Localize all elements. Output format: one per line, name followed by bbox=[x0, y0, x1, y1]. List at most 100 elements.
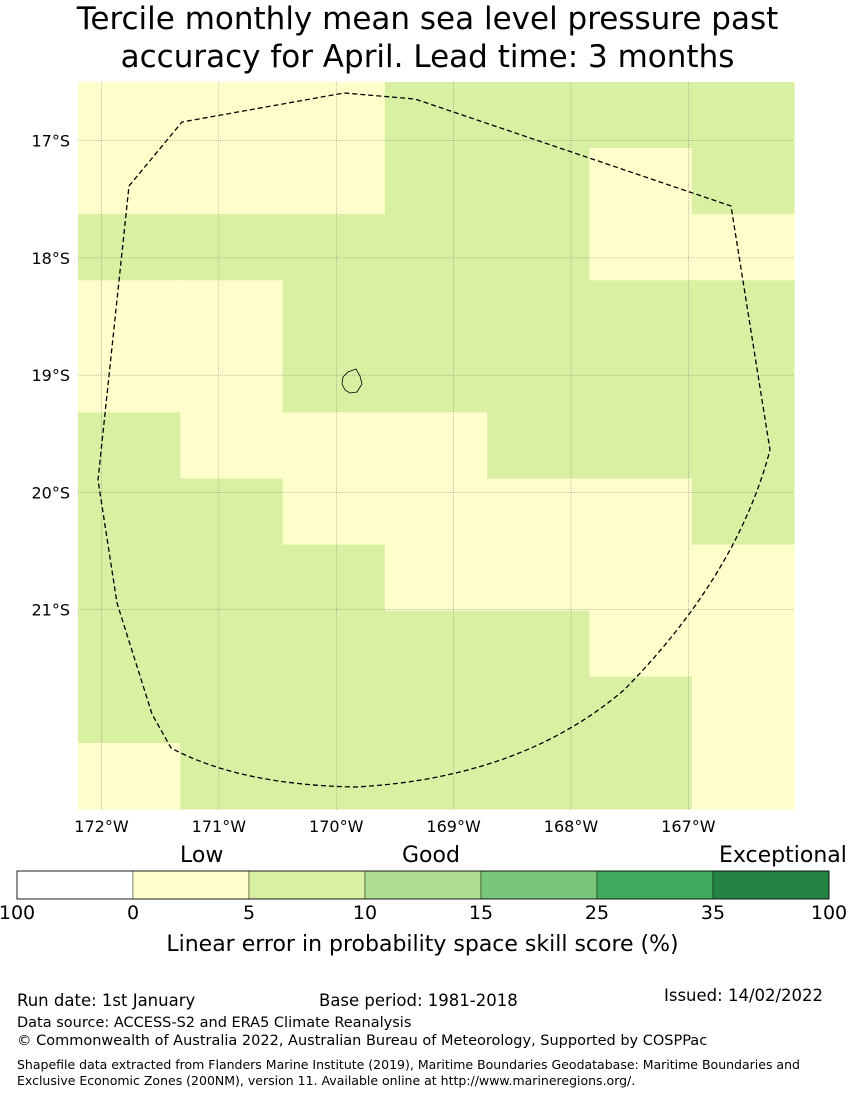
longitude-label: 170°W bbox=[309, 817, 364, 836]
grid-cell-good bbox=[691, 280, 795, 347]
grid-cell-low bbox=[589, 478, 693, 546]
grid-cell-good bbox=[78, 676, 181, 744]
colorbar-tick-label: 5 bbox=[242, 902, 256, 924]
grid-cell-good bbox=[589, 742, 693, 810]
grid-cell-good bbox=[487, 742, 591, 810]
grid-cell-low bbox=[384, 478, 488, 546]
latitude-label: 20°S bbox=[31, 483, 70, 502]
grid-cell-low bbox=[691, 742, 795, 810]
base-period: Base period: 1981-2018 bbox=[319, 991, 518, 1010]
grid-cell-low bbox=[282, 412, 386, 480]
colorbar-tick-label: 10 bbox=[352, 902, 378, 924]
grid-cell-good bbox=[78, 214, 181, 281]
title-line-2: accuracy for April. Lead time: 3 months bbox=[120, 39, 735, 75]
grid-cell-good bbox=[589, 676, 693, 744]
data-source: Data source: ACCESS-S2 and ERA5 Climate … bbox=[17, 1015, 412, 1031]
grid-cell-good bbox=[487, 346, 591, 414]
grid-cell-low bbox=[180, 412, 284, 480]
longitude-label: 167°W bbox=[661, 817, 716, 836]
grid-cell-low bbox=[78, 346, 181, 414]
colorbar-frame bbox=[16, 870, 830, 900]
grid-cell-good bbox=[78, 412, 181, 480]
grid-cell-good bbox=[180, 676, 284, 744]
latitude-label: 21°S bbox=[31, 601, 70, 620]
grid-cell-good bbox=[487, 412, 591, 480]
grid-cell-low bbox=[180, 82, 284, 149]
colorbar-segment bbox=[16, 870, 134, 900]
grid-cell-good bbox=[589, 346, 693, 414]
grid-cell-good bbox=[384, 214, 488, 281]
grid-cell-good bbox=[78, 544, 181, 612]
colorbar-caption: Linear error in probability space skill … bbox=[166, 932, 679, 957]
colorbar-segment bbox=[596, 870, 714, 900]
grid-cell-good bbox=[487, 82, 591, 149]
grid-cell-good bbox=[384, 82, 488, 149]
grid-cell-good bbox=[282, 280, 386, 347]
grid-cell-good bbox=[282, 214, 386, 281]
grid-cell-good bbox=[691, 346, 795, 414]
grid-cell-low bbox=[589, 214, 693, 281]
grid-cell-low bbox=[384, 412, 488, 480]
grid-cell-good bbox=[180, 610, 284, 678]
colorbar-segment bbox=[712, 870, 830, 900]
grid-cell-good bbox=[589, 280, 693, 347]
grid-cell-good bbox=[180, 214, 284, 281]
grid-cell-low bbox=[180, 346, 284, 414]
grid-cell-good bbox=[384, 742, 488, 810]
grid-cell-good bbox=[282, 610, 386, 678]
grid-cell-good bbox=[691, 148, 795, 215]
grid-cell-low bbox=[282, 478, 386, 546]
grid-cell-good bbox=[384, 676, 488, 744]
grid-cell-low bbox=[691, 676, 795, 744]
title-line-1: Tercile monthly mean sea level pressure … bbox=[76, 1, 779, 37]
grid-cell-good bbox=[384, 280, 488, 347]
grid-cell-low bbox=[384, 544, 488, 612]
grid-cell-low bbox=[78, 280, 181, 347]
grid-cell-good bbox=[691, 412, 795, 480]
longitude-label: 171°W bbox=[192, 817, 247, 836]
grid-cell-good bbox=[180, 742, 284, 810]
longitude-label: 172°W bbox=[74, 817, 129, 836]
grid-cell-good bbox=[487, 610, 591, 678]
grid-cell-good bbox=[384, 346, 488, 414]
colorbar-tick-label: 15 bbox=[468, 902, 494, 924]
grid-cell-low bbox=[589, 148, 693, 215]
grid-cell-good bbox=[282, 346, 386, 414]
colorbar-segment bbox=[480, 870, 598, 900]
copyright: © Commonwealth of Australia 2022, Austra… bbox=[17, 1033, 708, 1049]
grid-cell-low bbox=[691, 610, 795, 678]
grid-cell-low bbox=[78, 742, 181, 810]
grid-cell-good bbox=[384, 148, 488, 215]
latitude-labels: 17°S 18°S 19°S 20°S 21°S bbox=[31, 132, 70, 620]
grid-cell-low bbox=[78, 148, 181, 215]
map-title: Tercile monthly mean sea level pressure … bbox=[0, 0, 855, 76]
grid-cell-good bbox=[180, 478, 284, 546]
grid-cell-good bbox=[487, 676, 591, 744]
grid-cell-low bbox=[282, 82, 386, 149]
issued-date: Issued: 14/02/2022 bbox=[664, 986, 824, 1005]
colorbar-tick-label: 0 bbox=[126, 902, 140, 924]
colorbar-tick-label: 100 bbox=[810, 902, 848, 924]
grid-cell-low bbox=[180, 148, 284, 215]
grid-cell-good bbox=[282, 676, 386, 744]
grid-cell-low bbox=[282, 148, 386, 215]
grid-cell-low bbox=[691, 214, 795, 281]
longitude-label: 169°W bbox=[426, 817, 481, 836]
grid-cell-low bbox=[691, 544, 795, 612]
island-outline bbox=[341, 368, 363, 394]
graticule bbox=[78, 82, 794, 809]
grid-cell-good bbox=[691, 478, 795, 546]
legend-category-low: Low bbox=[180, 843, 224, 868]
skill-grid bbox=[78, 82, 795, 810]
grid-cell-good bbox=[487, 148, 591, 215]
grid-cell-low bbox=[487, 478, 591, 546]
latitude-label: 18°S bbox=[31, 249, 70, 268]
colorbar bbox=[16, 870, 830, 900]
grid-cell-low bbox=[487, 544, 591, 612]
longitude-label: 168°W bbox=[544, 817, 599, 836]
grid-cell-good bbox=[589, 412, 693, 480]
grid-cell-good bbox=[487, 280, 591, 347]
colorbar-segment bbox=[132, 870, 250, 900]
colorbar-tick-label: 25 bbox=[584, 902, 610, 924]
